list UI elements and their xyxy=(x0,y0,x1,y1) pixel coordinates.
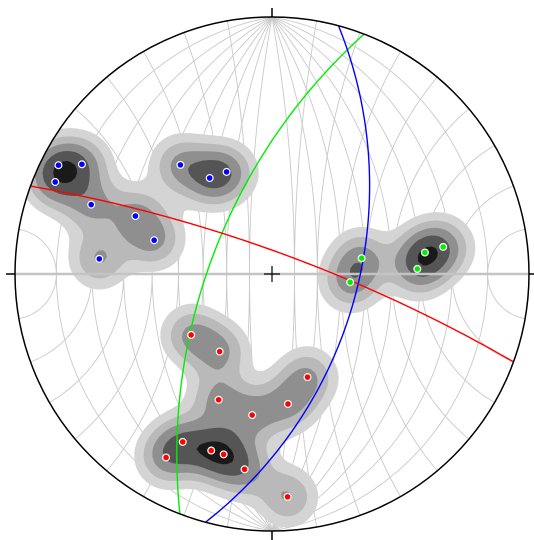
pole-point-set-3 xyxy=(303,373,312,382)
pole-point-set-3 xyxy=(214,395,223,404)
pole-point-set-3 xyxy=(207,446,216,455)
pole-point-set-2 xyxy=(439,242,448,251)
pole-point-set-1 xyxy=(205,174,214,183)
net-axes xyxy=(15,266,529,282)
pole-point-set-1 xyxy=(54,161,63,170)
pole-point-set-3 xyxy=(215,347,224,356)
pole-point-set-1 xyxy=(95,254,104,263)
pole-point-set-3 xyxy=(178,437,187,446)
mean-plane-set-3 xyxy=(30,185,514,363)
mean-plane-set-1 xyxy=(176,33,365,514)
pole-point-set-3 xyxy=(248,411,257,420)
pole-point-set-3 xyxy=(283,492,292,501)
pole-point-set-3 xyxy=(219,450,228,459)
pole-point-set-3 xyxy=(283,399,292,408)
pole-point-set-2 xyxy=(346,278,355,287)
mean-plane-set-2 xyxy=(205,25,371,523)
pole-point-set-2 xyxy=(413,264,422,273)
pole-point-set-1 xyxy=(176,160,185,169)
pole-point-set-1 xyxy=(77,160,86,169)
pole-point-set-1 xyxy=(51,177,60,186)
pole-point-set-1 xyxy=(150,236,159,245)
pole-density-contours xyxy=(19,128,476,528)
pole-point-set-1 xyxy=(131,212,140,221)
pole-point-set-1 xyxy=(87,200,96,209)
pole-point-set-3 xyxy=(240,465,249,474)
mean-planes xyxy=(30,25,514,523)
pole-point-set-2 xyxy=(357,254,366,263)
pole-point-set-3 xyxy=(162,453,171,462)
pole-point-set-3 xyxy=(187,330,196,339)
pole-points xyxy=(51,160,448,501)
pole-point-set-1 xyxy=(222,167,231,176)
pole-point-set-2 xyxy=(420,248,429,257)
